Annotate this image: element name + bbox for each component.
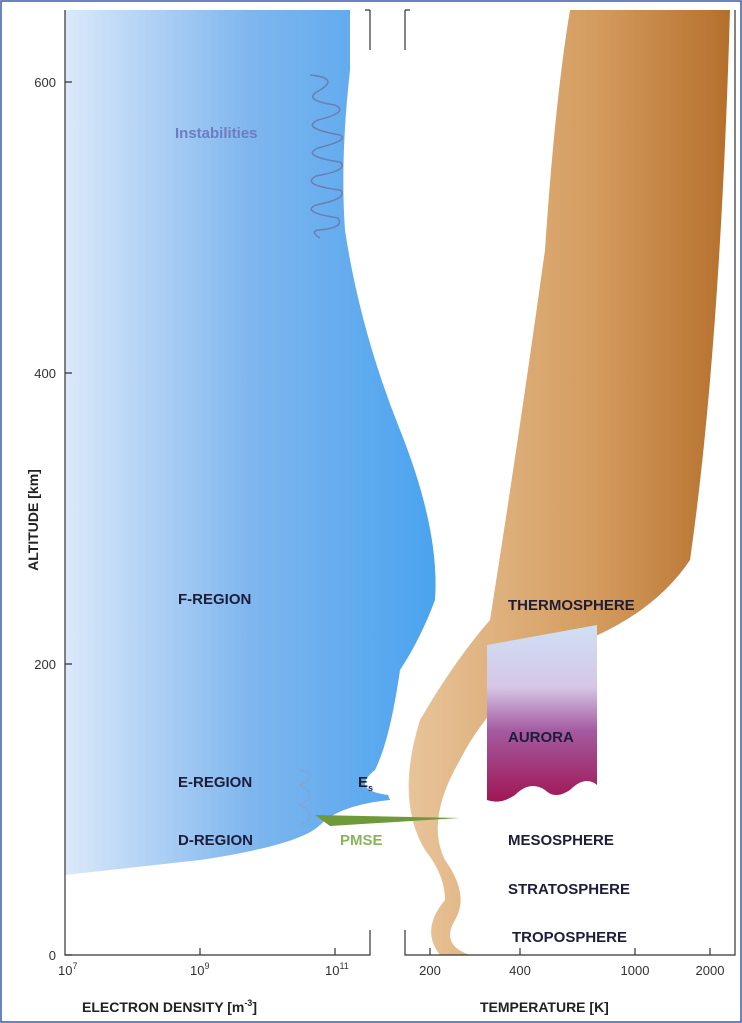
right-axis-box — [404, 10, 736, 956]
exp: 9 — [204, 961, 209, 971]
stratosphere-label: STRATOSPHERE — [508, 881, 630, 898]
y-tick: 400 — [34, 366, 56, 381]
base: 10 — [190, 963, 204, 978]
y-tick: 0 — [49, 948, 56, 963]
exp: 11 — [339, 961, 348, 971]
label-end: ] — [252, 999, 257, 1015]
x-ticks — [199, 948, 711, 955]
instability-wave — [309, 74, 344, 239]
left-axis-box — [64, 10, 371, 956]
e-region-wave — [298, 769, 311, 826]
temperature-region — [408, 10, 730, 955]
instabilities-label: Instabilities — [175, 125, 258, 142]
x-tick: 1000 — [621, 963, 650, 978]
troposphere-label: TROPOSPHERE — [512, 929, 627, 946]
y-axis-label: ALTITUDE [km] — [25, 469, 41, 571]
label-sup: -3 — [244, 998, 252, 1008]
pmse-layer — [315, 815, 460, 826]
x-tick: 400 — [509, 963, 531, 978]
thermosphere-label: THERMOSPHERE — [508, 597, 635, 614]
base: 10 — [58, 963, 72, 978]
x-tick: 2000 — [696, 963, 725, 978]
electron-density-region — [65, 10, 436, 875]
x-axis-label-left: ELECTRON DENSITY [m-3] — [82, 998, 257, 1015]
y-tick-labels: 0 200 400 600 — [34, 75, 56, 963]
y-ticks — [65, 81, 72, 956]
es-main: E — [358, 774, 368, 791]
exp: 7 — [72, 961, 77, 971]
x-tick: 107 — [58, 961, 77, 978]
y-tick: 200 — [34, 657, 56, 672]
aurora-label: AURORA — [508, 729, 574, 746]
base: 10 — [325, 963, 339, 978]
x-axis-label-right: TEMPERATURE [K] — [480, 999, 609, 1015]
pmse-label: PMSE — [340, 832, 383, 849]
d-region-label: D-REGION — [178, 832, 253, 849]
x-tick: 109 — [190, 961, 209, 978]
x-tick: 200 — [419, 963, 441, 978]
axes — [64, 9, 736, 956]
f-region-label: F-REGION — [178, 591, 251, 608]
mesosphere-label: MESOSPHERE — [508, 832, 614, 849]
y-tick: 600 — [34, 75, 56, 90]
x-tick: 1011 — [325, 961, 349, 978]
es-sub: s — [368, 783, 373, 793]
aurora-region — [487, 625, 597, 802]
es-label: Es — [358, 774, 373, 793]
label-text: ELECTRON DENSITY [m — [82, 999, 244, 1015]
e-region-label: E-REGION — [178, 774, 252, 791]
